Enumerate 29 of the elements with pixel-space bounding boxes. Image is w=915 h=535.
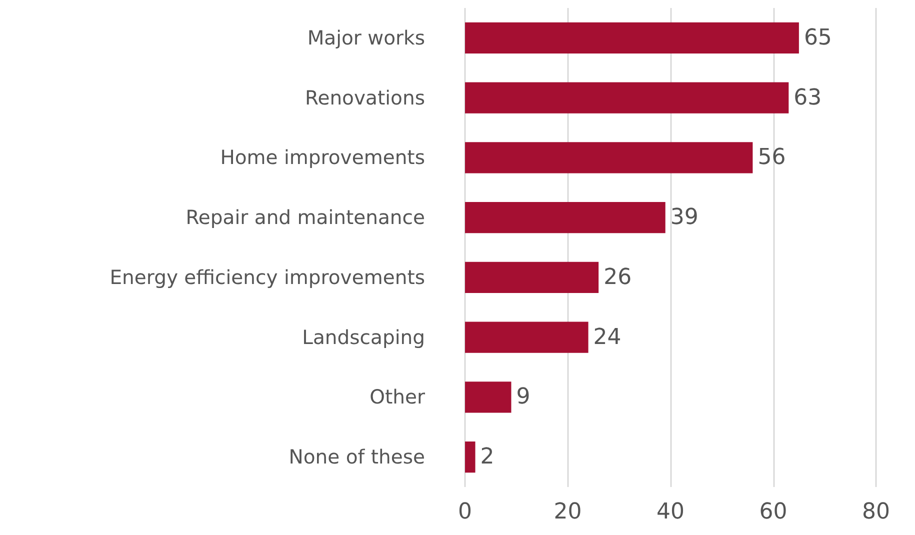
y-tick-label: None of these: [288, 446, 425, 469]
bar: [465, 22, 799, 54]
y-tick-label: Repair and maintenance: [186, 206, 425, 230]
data-label: 9: [516, 384, 530, 410]
y-tick-label: Renovations: [305, 86, 425, 110]
x-tick-label: 60: [759, 500, 788, 524]
data-label: 26: [604, 264, 632, 290]
x-tick-label: 0: [458, 500, 472, 524]
bar: [465, 142, 753, 174]
y-tick-label: Energy efficiency improvements: [110, 266, 425, 289]
bar: [465, 202, 666, 234]
data-label: 2: [480, 444, 494, 470]
data-label: 24: [593, 324, 622, 350]
y-tick-label: Landscaping: [302, 326, 425, 349]
bar: [465, 441, 476, 473]
data-label: 63: [794, 85, 822, 110]
y-tick-label: Major works: [307, 26, 425, 50]
data-label: 56: [758, 145, 786, 170]
bar: [465, 262, 599, 294]
bar: [465, 322, 588, 353]
data-label: 39: [670, 205, 698, 230]
y-tick-label: Home improvements: [220, 146, 425, 170]
y-tick-label: Other: [370, 386, 426, 409]
x-tick-label: 80: [862, 500, 890, 524]
bar: [465, 382, 512, 413]
x-tick-label: 40: [656, 500, 684, 524]
x-tick-label: 20: [554, 500, 582, 524]
bar: [465, 82, 789, 114]
data-label: 65: [804, 25, 832, 50]
